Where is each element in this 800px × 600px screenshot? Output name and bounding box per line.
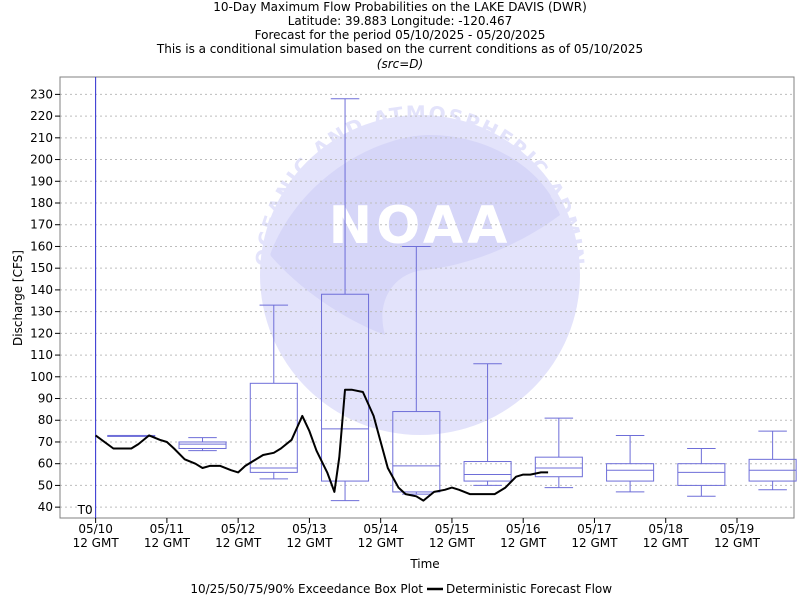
- chart-note: This is a conditional simulation based o…: [156, 42, 644, 56]
- noaa-logo-text: NOAA: [329, 196, 512, 256]
- y-gridlines: [60, 93, 794, 508]
- x-tick-date: 05/14: [363, 522, 398, 536]
- box-plot: [178, 437, 227, 452]
- y-tick-label: 50: [38, 478, 53, 492]
- box-plot: [606, 434, 655, 493]
- legend-line-label: Deterministic Forecast Flow: [446, 582, 612, 596]
- box-plot: [321, 98, 370, 502]
- x-tick-date: 05/16: [506, 522, 541, 536]
- y-tick-label: 130: [30, 305, 53, 319]
- x-tick-time: 12 GMT: [500, 536, 547, 550]
- x-tick-time: 12 GMT: [215, 536, 262, 550]
- t0-marker: T0: [77, 77, 97, 518]
- box-plot: [107, 434, 156, 437]
- x-tick-time: 12 GMT: [144, 536, 191, 550]
- box-iqr: [606, 463, 655, 482]
- y-tick-label: 200: [30, 153, 53, 167]
- x-tick-date: 05/10: [78, 522, 113, 536]
- y-tick-label: 230: [30, 87, 53, 101]
- box-plot: [748, 430, 797, 491]
- box-iqr: [321, 293, 370, 482]
- x-tick-date: 05/12: [221, 522, 256, 536]
- box-plot: [677, 447, 726, 497]
- x-axis-label: Time: [409, 557, 439, 571]
- box-plot: [392, 245, 441, 495]
- y-tick-label: 70: [38, 435, 53, 449]
- forecast-line-group: [95, 388, 549, 502]
- y-tick-label: 180: [30, 196, 53, 210]
- y-axis-label: Discharge [CFS]: [11, 250, 25, 346]
- x-tick-date: 05/17: [577, 522, 612, 536]
- noaa-bird-shape: [270, 135, 560, 335]
- chart-location: Latitude: 39.883 Longitude: -120.467: [287, 14, 513, 28]
- y-tick-label: 120: [30, 326, 53, 340]
- box-iqr: [392, 411, 441, 493]
- y-tick-label: 90: [38, 392, 53, 406]
- y-tick-label: 210: [30, 131, 53, 145]
- plot-area-frame: [59, 76, 795, 519]
- y-tick-label: 60: [38, 457, 53, 471]
- y-tick-label: 110: [30, 348, 53, 362]
- box-iqr: [178, 441, 227, 449]
- x-tick-time: 12 GMT: [286, 536, 333, 550]
- x-tick-date: 05/19: [720, 522, 755, 536]
- x-tick-time: 12 GMT: [358, 536, 405, 550]
- chart-source: (src=D): [376, 57, 424, 71]
- x-tick-date: 05/18: [648, 522, 683, 536]
- legend: 10/25/50/75/90% Exceedance Box Plot Dete…: [190, 582, 612, 596]
- x-tick-time: 12 GMT: [571, 536, 618, 550]
- box-plot: [534, 417, 583, 489]
- y-tick-label: 190: [30, 174, 53, 188]
- x-tick-date: 05/13: [292, 522, 327, 536]
- forecast-flow-line: [95, 388, 549, 502]
- x-tick-time: 12 GMT: [73, 536, 120, 550]
- box-plots: [107, 98, 797, 502]
- y-tick-label: 220: [30, 109, 53, 123]
- y-tick-label: 100: [30, 370, 53, 384]
- y-tick-label: 140: [30, 283, 53, 297]
- noaa-watermark: NOAA NATIONAL OCEANIC AND ATMOSPHERIC AD…: [60, 77, 587, 435]
- box-iqr: [677, 463, 726, 486]
- chart-title: 10-Day Maximum Flow Probabilities on the…: [213, 0, 587, 14]
- y-tick-label: 160: [30, 239, 53, 253]
- y-axis: 40 50 60 70 80 90 100 110 120 130 140 150 160 170 180 1…: [30, 87, 60, 514]
- x-tick-time: 12 GMT: [714, 536, 761, 550]
- chart-period: Forecast for the period 05/10/2025 - 05/…: [254, 28, 546, 42]
- x-tick-date: 05/11: [150, 522, 185, 536]
- y-tick-label: 170: [30, 218, 53, 232]
- box-plot: [463, 363, 512, 486]
- box-iqr: [534, 456, 583, 478]
- y-tick-label: 150: [30, 261, 53, 275]
- x-tick-date: 05/15: [435, 522, 470, 536]
- t0-label: T0: [77, 503, 93, 517]
- x-tick-time: 12 GMT: [429, 536, 476, 550]
- y-tick-label: 40: [38, 500, 53, 514]
- legend-box-label: 10/25/50/75/90% Exceedance Box Plot: [190, 582, 423, 596]
- x-tick-time: 12 GMT: [643, 536, 690, 550]
- y-tick-label: 80: [38, 413, 53, 427]
- box-iqr: [463, 461, 512, 482]
